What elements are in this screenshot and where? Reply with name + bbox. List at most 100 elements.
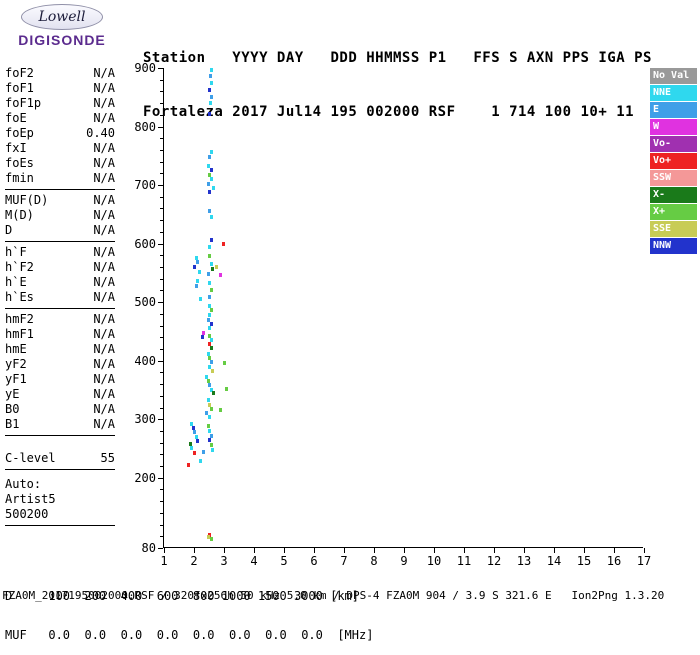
- param-value: N/A: [93, 417, 115, 431]
- data-point: [208, 326, 211, 331]
- data-point: [199, 459, 202, 464]
- x-axis-tick: [374, 548, 375, 553]
- x-axis-tick-label: 4: [250, 554, 258, 568]
- data-point: [224, 386, 228, 391]
- param-row: h`Es N/A: [5, 290, 115, 305]
- data-point: [211, 267, 214, 272]
- y-axis-tick-label: 300: [134, 412, 156, 427]
- data-point: [209, 238, 213, 243]
- data-point: [194, 434, 198, 439]
- param-value: N/A: [93, 111, 115, 125]
- param-label: foEp: [5, 126, 34, 140]
- param-label: yF2: [5, 357, 27, 371]
- data-point: [206, 424, 210, 429]
- data-point: [209, 433, 213, 438]
- param-row: foEs N/A: [5, 156, 115, 171]
- legend-item-vo-: Vo-: [650, 136, 697, 152]
- legend-item-ssw: SSW: [650, 170, 697, 186]
- y-axis-minor-tick: [160, 501, 163, 503]
- data-point: [209, 308, 213, 313]
- y-axis-tick: [158, 302, 163, 304]
- param-value: N/A: [93, 193, 115, 207]
- x-axis-tick-label: 5: [280, 554, 288, 568]
- param-row: h`F2 N/A: [5, 260, 115, 275]
- data-point: [208, 438, 211, 443]
- data-point: [209, 359, 213, 364]
- data-point: [206, 272, 210, 277]
- data-point: [205, 375, 208, 380]
- y-axis-tick-label: 200: [134, 470, 156, 485]
- param-row: foE N/A: [5, 111, 115, 126]
- param-row: hmF2 N/A: [5, 312, 115, 327]
- data-point: [208, 101, 212, 106]
- data-point: [208, 111, 211, 116]
- data-point: [211, 391, 215, 396]
- x-axis-tick-label: 11: [456, 554, 472, 568]
- x-axis-tick-label: 3: [220, 554, 228, 568]
- data-point: [197, 269, 201, 274]
- data-point: [205, 411, 208, 416]
- x-axis-tick: [434, 548, 435, 553]
- param-label: B0: [5, 402, 20, 416]
- param-row: Auto:: [5, 477, 42, 491]
- param-label: h`E: [5, 275, 27, 289]
- param-row: foF1p N/A: [5, 96, 115, 111]
- y-axis-minor-tick: [160, 290, 163, 292]
- data-point: [206, 181, 210, 186]
- y-axis-tick-label: 600: [134, 236, 156, 251]
- data-point: [208, 533, 211, 538]
- header-line-1: Station YYYY DAY DDD HHMMSS P1 FFS S AXN…: [143, 50, 652, 66]
- param-row: yF2 N/A: [5, 357, 115, 372]
- param-value: N/A: [93, 312, 115, 326]
- y-axis-tick-label: 900: [134, 61, 156, 75]
- data-point: [211, 186, 215, 190]
- param-label: foF1: [5, 81, 34, 95]
- param-label: B1: [5, 417, 20, 431]
- x-axis-tick-label: 14: [546, 554, 562, 568]
- y-axis-minor-tick: [160, 313, 163, 315]
- y-axis-minor-tick: [160, 466, 163, 468]
- legend-item-nnw: NNW: [650, 238, 697, 254]
- x-axis-tick: [164, 548, 165, 553]
- y-axis-tick: [158, 68, 163, 69]
- y-axis-minor-tick: [160, 149, 163, 151]
- data-point: [194, 283, 198, 288]
- param-label: foF1p: [5, 96, 42, 110]
- y-axis-minor-tick: [160, 325, 163, 327]
- data-point: [209, 67, 213, 72]
- data-point: [206, 317, 210, 322]
- legend-item-x-: X-: [650, 187, 697, 203]
- param-row: M(D) N/A: [5, 208, 115, 223]
- param-value: N/A: [93, 327, 115, 341]
- y-axis-minor-tick: [160, 91, 163, 93]
- muf-row: MUF 0.0 0.0 0.0 0.0 0.0 0.0 0.0 0.0 [MHz…: [5, 628, 374, 642]
- data-point: [202, 330, 205, 335]
- x-axis-tick-label: 7: [340, 554, 348, 568]
- x-axis-tick: [284, 548, 285, 553]
- data-point: [206, 534, 210, 539]
- data-point: [221, 241, 225, 246]
- param-value: N/A: [93, 156, 115, 170]
- y-axis-minor-tick: [160, 173, 163, 175]
- data-point: [208, 333, 211, 338]
- param-label: yE: [5, 387, 20, 401]
- legend-item-nne: NNE: [650, 85, 697, 101]
- data-point: [208, 313, 211, 318]
- param-label: h`F: [5, 245, 27, 259]
- data-point: [208, 74, 212, 79]
- data-point: [208, 383, 211, 388]
- y-axis-tick: [158, 477, 163, 479]
- param-row: yE N/A: [5, 387, 115, 402]
- param-label: foE: [5, 111, 27, 125]
- y-axis-tick: [158, 548, 163, 549]
- param-label: h`F2: [5, 260, 34, 274]
- param-row: foF2 N/A: [5, 66, 115, 81]
- x-axis-tick-label: 8: [370, 554, 378, 568]
- x-axis-tick: [344, 548, 345, 553]
- data-point: [218, 408, 222, 413]
- data-point: [209, 442, 213, 447]
- logo-lowell-text: Lowell: [38, 9, 86, 25]
- y-axis-minor-tick: [160, 138, 163, 140]
- data-point: [209, 406, 213, 411]
- param-label: foEs: [5, 156, 34, 170]
